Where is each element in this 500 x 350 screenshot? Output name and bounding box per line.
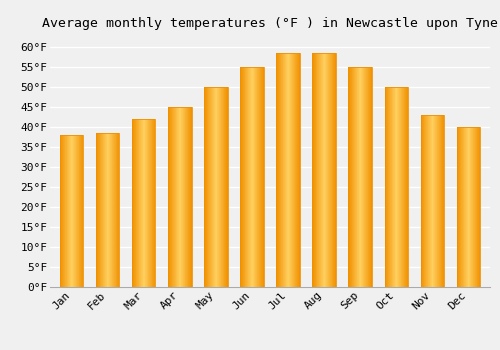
Bar <box>420 115 444 287</box>
Bar <box>456 127 480 287</box>
Bar <box>384 87 408 287</box>
Bar <box>60 135 84 287</box>
Bar <box>96 133 120 287</box>
Title: Average monthly temperatures (°F ) in Newcastle upon Tyne: Average monthly temperatures (°F ) in Ne… <box>42 17 498 30</box>
Bar <box>240 67 264 287</box>
Bar <box>204 87 228 287</box>
Bar <box>132 119 156 287</box>
Bar <box>276 53 300 287</box>
Bar <box>168 107 192 287</box>
Bar <box>312 53 336 287</box>
Bar <box>348 67 372 287</box>
